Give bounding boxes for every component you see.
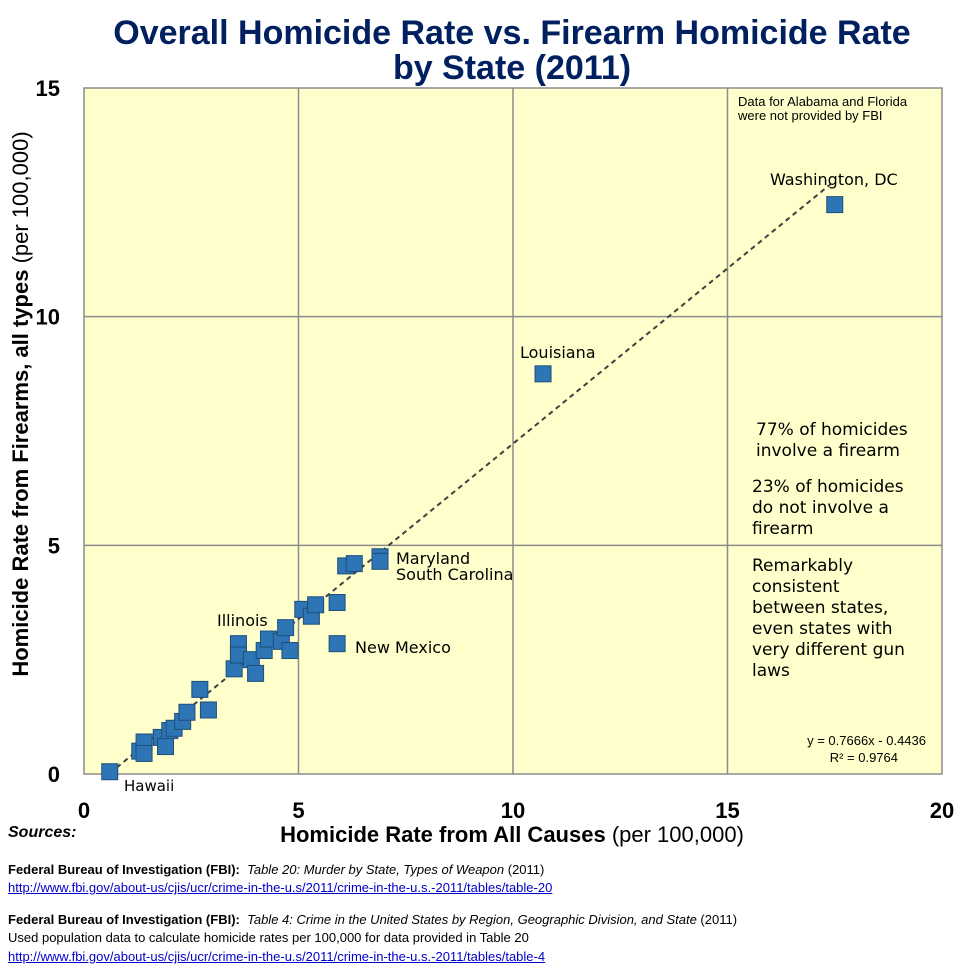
source-1-link[interactable]: http://www.fbi.gov/about-us/cjis/ucr/cri… [8, 880, 553, 895]
remark-line5: very different gun [752, 640, 905, 660]
trend-r-squared: R² = 0.9764 [830, 750, 898, 765]
label-hawaii: Hawaii [124, 777, 174, 795]
remark-line3: between states, [752, 598, 888, 618]
y-tick-label: 5 [48, 533, 60, 558]
source-2-link-row: http://www.fbi.gov/about-us/cjis/ucr/cri… [8, 949, 545, 964]
source-2-citation: Federal Bureau of Investigation (FBI): T… [8, 912, 737, 927]
x-axis-label: Homicide Rate from All Causes (per 100,0… [280, 822, 744, 847]
x-tick-label: 20 [930, 798, 954, 823]
x-axis-ticks: 0 5 10 15 20 [78, 798, 954, 823]
stat1-line1: 77% of homicides [756, 420, 908, 440]
remark-line6: laws [752, 661, 790, 681]
trend-equation: y = 0.7666x - 0.4436 [807, 733, 926, 748]
data-points [101, 196, 844, 781]
data-point [191, 680, 209, 698]
note-line2: were not provided by FBI [737, 108, 883, 123]
data-point [328, 594, 346, 611]
remark-line4: even states with [752, 619, 893, 639]
source-1-org: Federal Bureau of Investigation (FBI): [8, 862, 240, 877]
stat2-line2: do not involve a [752, 498, 889, 518]
stat2-line3: firearm [752, 519, 813, 539]
x-tick-label: 0 [78, 798, 90, 823]
stat2-line1: 23% of homicides [752, 477, 904, 497]
data-point [281, 642, 299, 660]
source-1-title: Table 20: Murder by State, Types of Weap… [247, 862, 505, 877]
data-point [277, 619, 295, 637]
x-tick-label: 5 [292, 798, 304, 823]
data-point [157, 738, 175, 756]
data-point [307, 596, 325, 614]
remark-line2: consistent [752, 577, 840, 597]
source-2-link[interactable]: http://www.fbi.gov/about-us/cjis/ucr/cri… [8, 949, 546, 964]
gridlines [84, 88, 942, 774]
data-point [135, 744, 153, 762]
source-2-year: (2011) [696, 912, 738, 927]
source-1-link-row: http://www.fbi.gov/about-us/cjis/ucr/cri… [8, 880, 552, 895]
source-2-org: Federal Bureau of Investigation (FBI): [8, 912, 240, 927]
sources-label: Sources: [8, 824, 77, 841]
data-point [826, 196, 844, 214]
source-1-year: (2011) [504, 862, 545, 877]
data-point [199, 701, 217, 719]
y-axis-label: Homicide Rate from Firearms, all types (… [8, 131, 33, 676]
chart-title-line2: by State (2011) [393, 49, 631, 87]
label-south-carolina: South Carolina [396, 565, 513, 584]
label-washington-dc: Washington, DC [770, 170, 898, 189]
label-new-mexico: New Mexico [355, 638, 451, 657]
y-tick-label: 15 [36, 76, 60, 101]
source-2-title: Table 4: Crime in the United States by R… [247, 912, 697, 927]
data-point [328, 635, 346, 653]
source-1-citation: Federal Bureau of Investigation (FBI): T… [8, 862, 544, 877]
stat1-line2: involve a firearm [756, 441, 900, 461]
data-point [534, 365, 552, 383]
remark-line1: Remarkably [752, 556, 853, 576]
chart-title-line1: Overall Homicide Rate vs. Firearm Homici… [113, 14, 910, 52]
x-tick-label: 10 [501, 798, 525, 823]
label-louisiana: Louisiana [520, 343, 596, 362]
source-2-note: Used population data to calculate homici… [8, 930, 529, 945]
data-point [371, 552, 389, 570]
y-axis-ticks: 0 5 10 15 [36, 76, 60, 787]
y-tick-label: 0 [48, 762, 60, 787]
note-line1: Data for Alabama and Florida [738, 94, 908, 109]
x-tick-label: 15 [715, 798, 739, 823]
label-maryland: Maryland [396, 549, 470, 568]
label-illinois: Illinois [217, 611, 268, 630]
y-tick-label: 10 [36, 305, 60, 330]
data-point [101, 763, 119, 781]
data-point [247, 664, 265, 682]
data-point [345, 555, 363, 573]
data-point [178, 703, 196, 721]
